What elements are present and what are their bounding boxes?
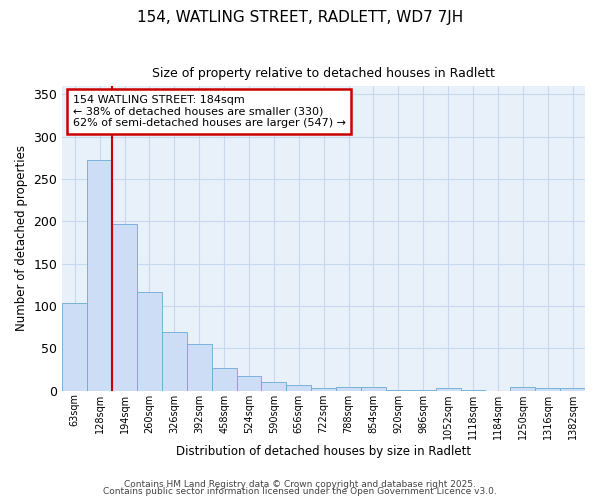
Bar: [62, 304, 87, 390]
Bar: [137, 292, 162, 390]
Bar: [436, 388, 461, 390]
Bar: [286, 384, 311, 390]
Bar: [236, 376, 262, 390]
Text: 154, WATLING STREET, RADLETT, WD7 7JH: 154, WATLING STREET, RADLETT, WD7 7JH: [137, 10, 463, 25]
Bar: [187, 344, 212, 391]
Bar: [162, 332, 187, 390]
Bar: [112, 224, 137, 390]
Bar: [262, 382, 286, 390]
X-axis label: Distribution of detached houses by size in Radlett: Distribution of detached houses by size …: [176, 444, 471, 458]
Bar: [560, 388, 585, 390]
Bar: [361, 388, 386, 390]
Bar: [535, 388, 560, 390]
Bar: [336, 388, 361, 390]
Y-axis label: Number of detached properties: Number of detached properties: [15, 145, 28, 331]
Bar: [87, 160, 112, 390]
Text: Contains public sector information licensed under the Open Government Licence v3: Contains public sector information licen…: [103, 487, 497, 496]
Bar: [212, 368, 236, 390]
Title: Size of property relative to detached houses in Radlett: Size of property relative to detached ho…: [152, 68, 495, 80]
Bar: [311, 388, 336, 390]
Text: 154 WATLING STREET: 184sqm
← 38% of detached houses are smaller (330)
62% of sem: 154 WATLING STREET: 184sqm ← 38% of deta…: [73, 95, 346, 128]
Bar: [511, 388, 535, 390]
Text: Contains HM Land Registry data © Crown copyright and database right 2025.: Contains HM Land Registry data © Crown c…: [124, 480, 476, 489]
